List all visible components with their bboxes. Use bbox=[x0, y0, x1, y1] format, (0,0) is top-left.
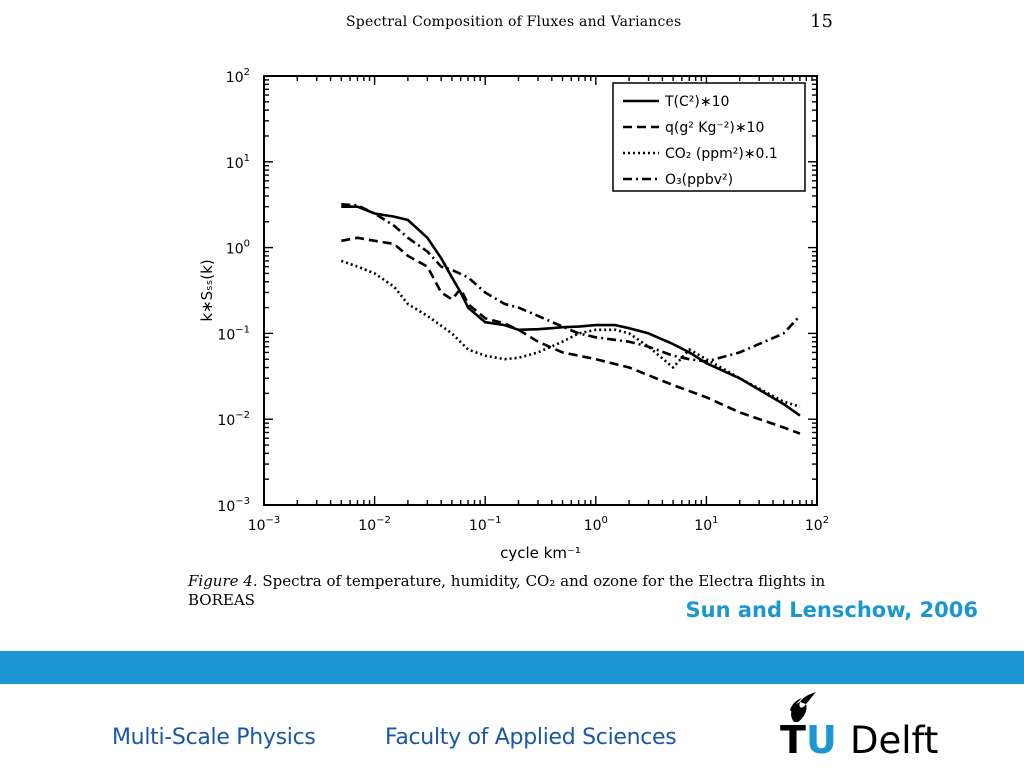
legend-label: CO₂ (ppm²)∗0.1 bbox=[665, 146, 778, 162]
logo-letter-t: T bbox=[780, 718, 806, 762]
caption-label: Figure 4. bbox=[188, 572, 258, 590]
y-tick-label: 100 bbox=[226, 239, 250, 258]
y-tick-label: 10−3 bbox=[217, 496, 250, 515]
series-line-2 bbox=[341, 236, 801, 435]
page-header: Spectral Composition of Fluxes and Varia… bbox=[0, 10, 1024, 38]
x-tick-label: 100 bbox=[584, 515, 608, 534]
plot-frame bbox=[263, 75, 818, 506]
flame-icon bbox=[790, 692, 816, 722]
legend-label: T(C²)∗10 bbox=[664, 94, 729, 110]
citation: Sun and Lenschow, 2006 bbox=[685, 598, 979, 622]
logo-delft-text: Delft bbox=[850, 719, 939, 762]
caption-text: Spectra of temperature, humidity, CO₂ an… bbox=[188, 572, 826, 609]
x-tick-label: 101 bbox=[694, 515, 718, 534]
legend-label: O₃(ppbv²) bbox=[665, 172, 733, 188]
x-tick-label: 10−2 bbox=[358, 515, 391, 534]
spectra-chart: 10−3 10−2 10−1 100 101 102 10−3 10−2 10−1 100 101 1… bbox=[198, 67, 829, 562]
figure-caption: Figure 4. Spectra of temperature, humidi… bbox=[188, 572, 828, 610]
page-number: 15 bbox=[810, 11, 833, 32]
series-line-4 bbox=[341, 203, 801, 363]
footer-faculty-name: Faculty of Applied Sciences bbox=[385, 725, 677, 750]
series-line-3 bbox=[340, 259, 801, 408]
logo-letter-u: U bbox=[806, 718, 837, 762]
x-tick-label: 102 bbox=[805, 515, 829, 534]
series-line-1 bbox=[341, 205, 801, 417]
x-tick-label: 10−3 bbox=[248, 515, 281, 534]
x-tick-label: 10−1 bbox=[469, 515, 502, 534]
tudelft-logo: T U Delft bbox=[778, 690, 948, 762]
y-tick-label: 10−2 bbox=[217, 410, 250, 429]
footer-band bbox=[0, 651, 1024, 684]
header-title: Spectral Composition of Fluxes and Varia… bbox=[346, 14, 682, 30]
footer-group-name: Multi-Scale Physics bbox=[112, 725, 316, 750]
y-tick-label: 10−1 bbox=[217, 324, 250, 343]
y-tick-label: 101 bbox=[226, 153, 250, 172]
y-tick-label: 102 bbox=[226, 67, 250, 86]
y-axis-label: k∗Sₛₛ(k) bbox=[198, 259, 216, 321]
legend-label: q(g² Kg⁻²)∗10 bbox=[665, 120, 764, 136]
x-axis-label: cycle km⁻¹ bbox=[500, 544, 581, 562]
